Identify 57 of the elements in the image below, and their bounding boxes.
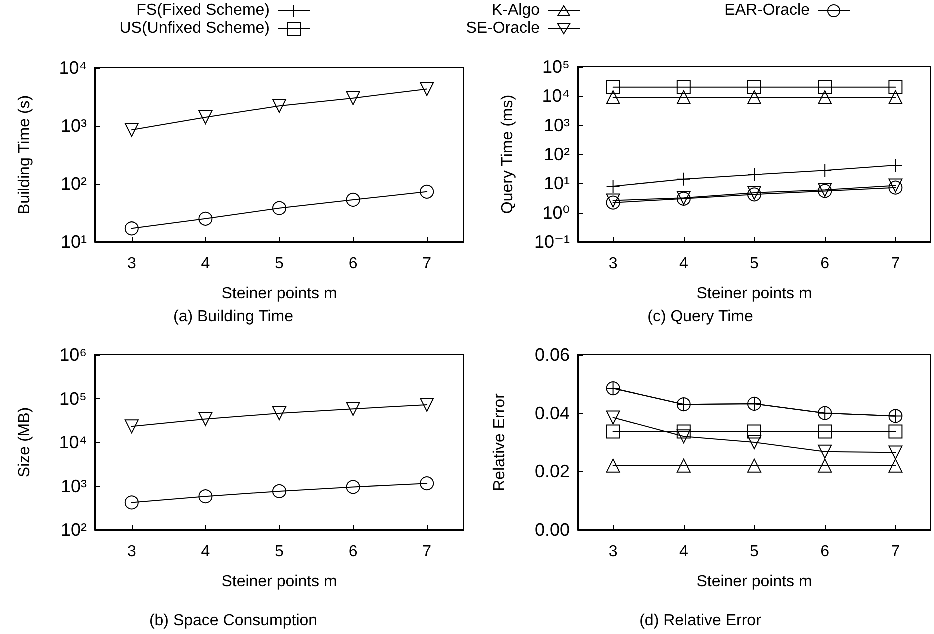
x-tick-label: 5 [750,256,760,272]
x-tick-label: 6 [820,544,830,560]
text: (d) Relative Error [640,612,762,630]
x-tick-label: 7 [422,256,432,272]
legend-label: K-Algo [492,2,540,20]
y-axis-title: Building Time (s) [16,95,34,215]
x-tick-label: 4 [679,544,688,560]
y-tick-label: 10⁵ [60,388,87,409]
y-tick-label: 10⁴ [59,432,87,452]
y-tick-label: 0.06 [534,345,570,365]
x-tick-label: 5 [750,544,760,560]
x-tick-label: 4 [679,256,688,272]
legend-label: EAR-Oracle [724,2,810,20]
x-tick-label: 4 [201,544,210,560]
y-tick-label: 10³ [60,116,88,136]
x-axis-title: Steiner points m [222,286,338,302]
x-tick-label: 6 [348,256,358,272]
y-tick-label: 10² [60,520,88,540]
y-tick-label: 10¹ [60,232,88,252]
text: (c) Query Time [648,308,754,326]
legend-label: US(Unfixed Scheme) [120,20,270,38]
y-tick-label: 10⁰ [542,202,570,223]
x-tick-label: 5 [275,256,284,272]
x-tick-label: 5 [275,544,284,560]
y-tick-label: 10¹ [544,174,570,194]
y-tick-label: 10⁻¹ [534,232,570,252]
y-tick-label: 10² [60,174,88,194]
x-tick-label: 3 [127,256,136,272]
x-axis-title: Steiner points m [696,286,812,302]
x-tick-label: 3 [608,256,618,272]
x-tick-label: 7 [891,544,900,560]
x-tick-label: 3 [608,544,618,560]
x-tick-label: 7 [422,544,432,560]
text: (a) Building Time [173,308,294,326]
legend-label: FS(Fixed Scheme) [136,2,270,20]
y-tick-label: 10⁵ [542,57,570,77]
y-tick-label: 0.02 [534,462,570,482]
x-tick-label: 3 [127,544,136,560]
y-axis-title: Size (MB) [16,407,34,478]
x-axis-title: Steiner points m [222,574,338,590]
y-tick-label: 10³ [60,476,88,496]
y-tick-label: 10³ [544,115,570,136]
x-tick-label: 4 [201,256,210,272]
y-tick-label: 0.00 [534,520,570,540]
y-axis-title: Relative Error [492,392,508,492]
x-axis-title: Steiner points m [696,574,812,590]
y-tick-label: 10⁶ [60,345,87,365]
y-tick-label: 10⁴ [59,58,87,78]
text: (b) Space Consumption [149,612,318,630]
x-tick-label: 6 [820,256,830,272]
y-tick-label: 10⁴ [542,86,570,106]
legend-label: SE-Oracle [466,20,540,38]
y-tick-label: 10² [544,144,570,164]
y-tick-label: 0.04 [534,403,570,424]
x-tick-label: 7 [891,256,900,272]
y-axis-title: Query Time (ms) [500,94,516,214]
x-tick-label: 6 [348,544,358,560]
